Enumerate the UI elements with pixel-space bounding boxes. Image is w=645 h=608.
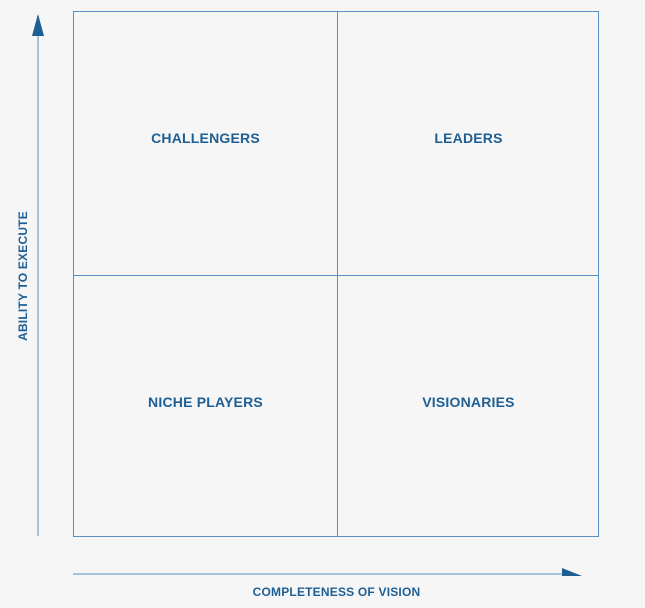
quadrant-grid: CHALLENGERS LEADERS NICHE PLAYERS VISION… bbox=[73, 11, 599, 537]
quadrant-visionaries: VISIONARIES bbox=[422, 394, 515, 410]
quadrant-leaders: LEADERS bbox=[434, 130, 503, 146]
x-axis-arrowhead bbox=[562, 568, 582, 576]
x-axis-label: COMPLETENESS OF VISION bbox=[252, 585, 421, 599]
quadrant-challengers: CHALLENGERS bbox=[151, 130, 260, 146]
vertical-divider bbox=[337, 12, 338, 536]
y-axis-label: ABILITY TO EXECUTE bbox=[16, 211, 30, 341]
y-axis-arrowhead bbox=[32, 14, 44, 36]
quadrant-niche-players: NICHE PLAYERS bbox=[148, 394, 263, 410]
horizontal-divider bbox=[74, 275, 598, 276]
